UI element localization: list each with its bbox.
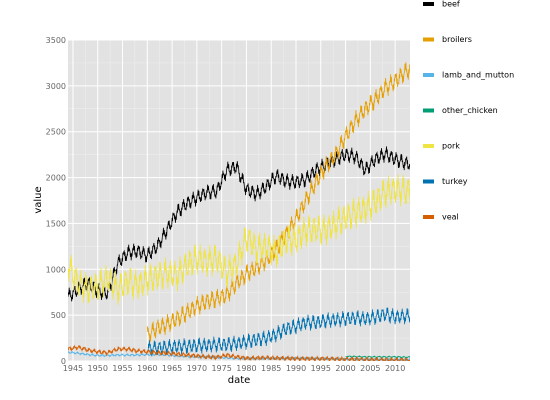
series-line-broilers xyxy=(146,62,410,343)
series-line-turkey xyxy=(146,307,410,357)
y-tick-label: 2500 xyxy=(46,128,66,137)
minor-gridlines xyxy=(68,40,410,361)
legend-label-veal: veal xyxy=(442,213,459,222)
x-axis-title: date xyxy=(228,375,251,386)
x-tick-label: 2010 xyxy=(385,364,405,373)
legend-label-other-chicken: other_chicken xyxy=(442,106,498,115)
y-axis-title: value xyxy=(33,186,44,213)
x-tick-label: 1975 xyxy=(211,364,231,373)
series-layer xyxy=(68,62,410,361)
y-tick-label: 3500 xyxy=(46,36,66,45)
legend-label-broilers: broilers xyxy=(442,35,472,44)
series-line-beef xyxy=(68,146,410,302)
y-tick-label: 1500 xyxy=(46,219,66,228)
x-tick-label: 1950 xyxy=(88,364,108,373)
legend-swatch-veal xyxy=(423,215,434,219)
series-line-pork xyxy=(68,174,410,305)
x-tick-label: 1995 xyxy=(311,364,331,373)
legend-swatch-pork xyxy=(423,144,434,148)
y-tick-labels: 0 500 1000 1500 2000 2500 3000 3500 xyxy=(46,36,66,366)
legend-swatch-broilers xyxy=(423,37,434,42)
series-line-veal xyxy=(68,344,410,361)
y-tick-label: 2000 xyxy=(46,174,66,183)
legend-swatch-other-chicken xyxy=(423,108,434,113)
x-tick-label: 1965 xyxy=(162,364,182,373)
legend: beef broilers lamb_and_mutton other_chicken… xyxy=(423,0,514,222)
x-tick-label: 1945 xyxy=(63,364,83,373)
legend-label-turkey: turkey xyxy=(442,177,468,186)
legend-label-pork: pork xyxy=(442,142,460,151)
x-tick-label: 1960 xyxy=(137,364,157,373)
legend-swatch-beef xyxy=(423,2,434,6)
x-tick-labels: 1945 1950 1955 1960 1965 1970 1975 1980 1985 1990… xyxy=(63,364,406,373)
x-tick-label: 1990 xyxy=(286,364,306,373)
legend-swatch-lamb-and-mutton xyxy=(423,73,434,77)
y-tick-label: 3000 xyxy=(46,82,66,91)
x-tick-label: 2000 xyxy=(335,364,355,373)
x-tick-label: 2005 xyxy=(360,364,380,373)
y-tick-label: 1000 xyxy=(46,265,66,274)
x-tick-label: 1985 xyxy=(261,364,281,373)
y-tick-label: 500 xyxy=(51,311,66,320)
x-tick-label: 1970 xyxy=(187,364,207,373)
x-tick-label: 1980 xyxy=(236,364,256,373)
x-tick-label: 1955 xyxy=(112,364,132,373)
legend-swatch-turkey xyxy=(423,179,434,184)
legend-label-beef: beef xyxy=(442,0,460,9)
y-tick-label: 0 xyxy=(61,357,66,366)
legend-label-lamb-and-mutton: lamb_and_mutton xyxy=(442,71,514,80)
